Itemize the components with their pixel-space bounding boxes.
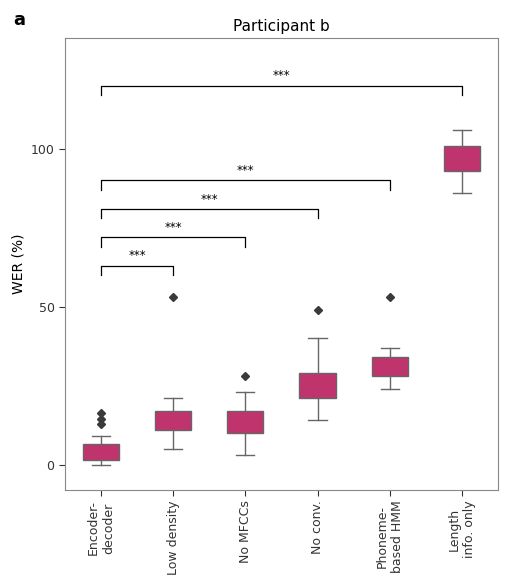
Title: Participant b: Participant b: [233, 19, 330, 34]
PathPatch shape: [83, 444, 119, 460]
Text: ***: ***: [273, 69, 290, 83]
PathPatch shape: [299, 373, 335, 398]
PathPatch shape: [228, 411, 263, 433]
Text: ***: ***: [128, 250, 146, 263]
PathPatch shape: [444, 145, 480, 171]
Text: ***: ***: [237, 164, 254, 177]
Text: a: a: [13, 11, 25, 29]
Y-axis label: WER (%): WER (%): [11, 234, 25, 294]
PathPatch shape: [155, 411, 191, 430]
Text: ***: ***: [201, 193, 218, 206]
Text: ***: ***: [164, 221, 182, 234]
PathPatch shape: [372, 357, 408, 376]
